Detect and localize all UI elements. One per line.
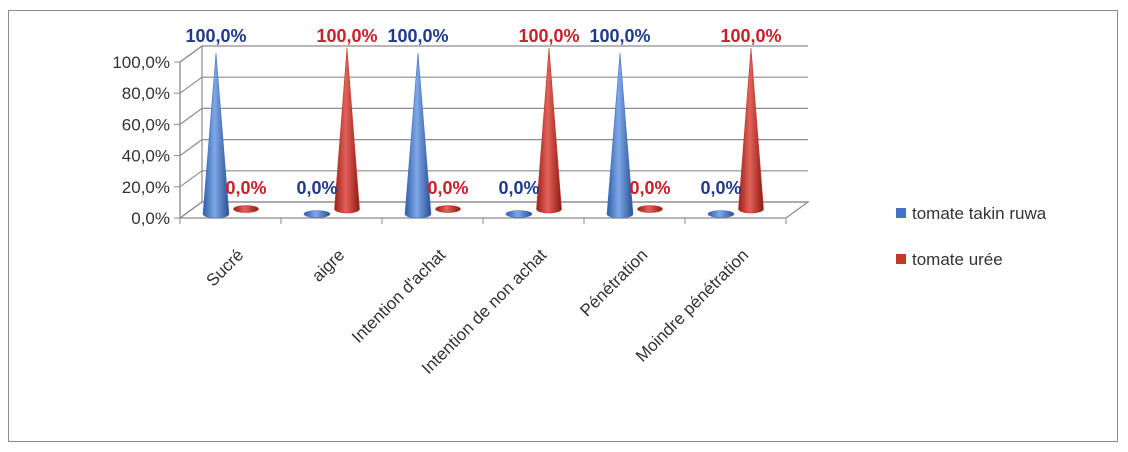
data-label: 0,0%	[700, 178, 741, 198]
data-label: 0,0%	[225, 178, 266, 198]
y-tick-label: 0,0%	[131, 209, 170, 228]
data-label: 100,0%	[720, 26, 781, 46]
chart-marks	[202, 47, 764, 219]
data-label: 0,0%	[427, 178, 468, 198]
data-label: 100,0%	[316, 26, 377, 46]
data-label: 100,0%	[518, 26, 579, 46]
cone-uree-3	[536, 47, 562, 214]
cone-uree-5	[738, 47, 764, 214]
data-label: 0,0%	[296, 178, 337, 198]
side-wall	[179, 44, 203, 220]
cone-takin-ruwa-2	[404, 52, 432, 219]
cone-uree-4	[637, 205, 663, 213]
gridlines	[179, 45, 808, 219]
gridline	[179, 139, 808, 157]
x-category-label: Pénétration	[576, 245, 651, 320]
y-tick-label: 60,0%	[122, 115, 170, 134]
legend-label: tomate urée	[912, 250, 1003, 269]
cone-uree-1	[334, 47, 360, 214]
gridline	[179, 107, 808, 125]
data-label: 100,0%	[589, 26, 650, 46]
x-category-label: Intention d'achat	[348, 245, 449, 346]
data-label: 0,0%	[629, 178, 670, 198]
x-category-label: Moindre pénétration	[632, 245, 752, 365]
legend-label: tomate takin ruwa	[912, 204, 1047, 223]
y-axis-ticks: 0,0% 20,0% 40,0% 60,0% 80,0% 100,0%	[112, 53, 787, 228]
y-tick-label: 40,0%	[122, 147, 170, 166]
cone-takin-ruwa-3	[505, 210, 533, 218]
data-label: 100,0%	[185, 26, 246, 46]
cone-takin-ruwa-1	[303, 210, 331, 218]
cone-takin-ruwa-4	[606, 52, 634, 219]
cone-uree-0	[233, 205, 259, 213]
legend-swatch	[896, 254, 906, 264]
x-category-label: Sucré	[202, 245, 247, 290]
gridline	[179, 45, 808, 63]
x-category-label: aigre	[308, 245, 348, 285]
legend-swatch	[896, 208, 906, 218]
y-tick-label: 100,0%	[112, 53, 170, 72]
y-tick-label: 80,0%	[122, 84, 170, 103]
data-label: 0,0%	[498, 178, 539, 198]
gridline	[179, 201, 808, 219]
y-tick-label: 20,0%	[122, 178, 170, 197]
cone-takin-ruwa-0	[202, 52, 230, 219]
cone-takin-ruwa-5	[707, 210, 735, 218]
gridline	[179, 76, 808, 94]
gridline	[179, 170, 808, 188]
cone-uree-2	[435, 205, 461, 213]
data-labels: 100,0% 0,0% 100,0% 0,0% 100,0% 0,0% 0,0% 100,0%…	[185, 26, 781, 198]
data-label: 100,0%	[387, 26, 448, 46]
legend: tomate takin ruwa tomate urée	[896, 204, 1047, 269]
